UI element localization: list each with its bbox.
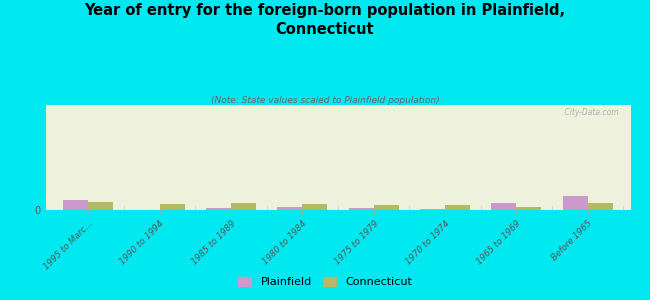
Text: Year of entry for the foreign-born population in Plainfield,
Connecticut: Year of entry for the foreign-born popul…: [84, 3, 566, 37]
Bar: [88, 202, 113, 210]
Bar: [348, 208, 374, 210]
Bar: [278, 207, 302, 210]
Bar: [491, 203, 516, 210]
Bar: [516, 207, 541, 210]
Bar: [160, 204, 185, 210]
Bar: [231, 203, 256, 210]
Bar: [445, 205, 470, 210]
Bar: [563, 196, 588, 210]
Bar: [374, 205, 398, 210]
Bar: [420, 209, 445, 210]
Text: City-Data.com: City-Data.com: [562, 108, 619, 117]
Bar: [302, 204, 328, 210]
Bar: [206, 208, 231, 210]
Legend: Plainfield, Connecticut: Plainfield, Connecticut: [234, 272, 416, 291]
Bar: [63, 200, 88, 210]
Bar: [588, 203, 613, 210]
Text: (Note: State values scaled to Plainfield population): (Note: State values scaled to Plainfield…: [211, 96, 439, 105]
